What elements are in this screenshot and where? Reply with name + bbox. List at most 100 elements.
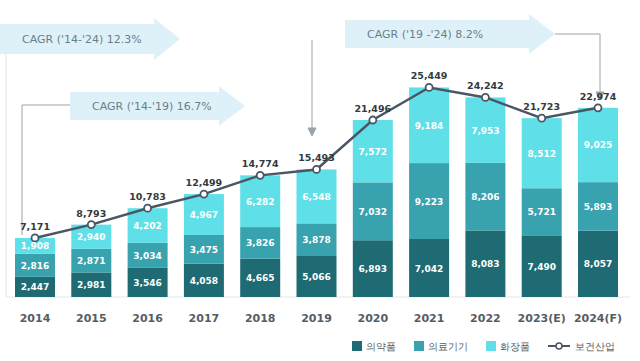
annotation-text: CAGR ('19 -'24) 8.2% — [367, 28, 483, 41]
line-label: 7,171 — [20, 221, 50, 232]
bar-segment — [409, 87, 449, 163]
bar-segment — [15, 277, 55, 297]
x-tick-label: 2018 — [245, 312, 276, 325]
x-tick-label: 2023(E) — [518, 312, 566, 325]
bar-segment — [240, 227, 280, 259]
bar-label: 3,878 — [302, 235, 330, 245]
annotation-text: CAGR ('14-'24) 12.3% — [22, 33, 142, 46]
legend-swatch — [486, 341, 496, 351]
bar-segment — [240, 259, 280, 297]
line-marker — [88, 221, 95, 228]
bar-label: 5,066 — [302, 272, 330, 282]
legend: 의약품 의료기기 화장품 보건산업 — [352, 341, 615, 352]
line-marker — [595, 104, 602, 111]
cagr-arrow — [0, 18, 180, 60]
bar-label: 2,940 — [77, 232, 105, 242]
bar-segment — [128, 243, 168, 268]
legend-marker — [556, 343, 562, 349]
legend-label: 화장품 — [500, 341, 530, 352]
x-tick-label: 2020 — [357, 312, 388, 325]
bar-label: 5,893 — [584, 202, 612, 212]
bar-label: 8,512 — [527, 149, 555, 159]
chart: CAGR ('14-'24) 12.3% CAGR ('14-'19) 16.7%… — [0, 0, 640, 361]
bar-segment — [71, 249, 111, 273]
bar-segment — [522, 118, 562, 188]
legend-swatch — [352, 341, 362, 351]
bar-segment — [297, 255, 337, 297]
legend-label: 의료기기 — [428, 341, 468, 352]
annotation-text: CAGR ('14-'19) 16.7% — [92, 100, 212, 113]
legend-label: 의약품 — [366, 341, 396, 352]
bar-label: 9,184 — [415, 121, 443, 131]
bar-segment — [184, 194, 224, 235]
line-label: 12,499 — [186, 177, 223, 188]
bar-segment — [522, 188, 562, 235]
x-tick-label: 2014 — [20, 312, 51, 325]
bar-label: 7,572 — [359, 147, 387, 157]
plot-area — [15, 84, 618, 297]
connector — [555, 34, 600, 96]
bar-segment — [522, 235, 562, 297]
bar-label: 8,057 — [584, 259, 612, 269]
bar-label: 4,967 — [190, 210, 218, 220]
bar-label: 6,282 — [246, 197, 274, 207]
legend-swatch — [414, 341, 424, 351]
bar-segment — [240, 175, 280, 227]
line-label: 21,723 — [523, 101, 560, 112]
bar-segment — [409, 163, 449, 239]
bar-label: 9,025 — [584, 140, 612, 150]
bar-label: 4,058 — [190, 276, 218, 286]
bar-segment — [297, 223, 337, 255]
line-label: 14,774 — [242, 158, 279, 169]
x-tick-label: 2021 — [414, 312, 445, 325]
bar-label: 2,447 — [21, 282, 49, 292]
bar-label: 2,981 — [77, 280, 105, 290]
bar-segment — [578, 182, 618, 231]
bar-segment — [578, 231, 618, 297]
bar-label: 4,202 — [133, 221, 161, 231]
bar-segment — [465, 163, 505, 231]
x-tick-label: 2024(F) — [574, 312, 622, 325]
bar-label: 6,893 — [359, 264, 387, 274]
bar-segment — [465, 230, 505, 297]
line-label: 21,496 — [354, 103, 391, 114]
connector — [312, 40, 313, 132]
line-marker — [426, 84, 433, 91]
x-tick-label: 2019 — [301, 312, 332, 325]
line-marker — [257, 172, 264, 179]
line-label: 10,783 — [129, 191, 166, 202]
bar-segment — [353, 240, 393, 297]
line — [35, 87, 598, 237]
bar-label: 2,871 — [77, 256, 105, 266]
bar-label: 6,548 — [302, 192, 330, 202]
bar-segment — [353, 120, 393, 182]
line-label: 8,793 — [76, 208, 106, 219]
line-marker — [200, 191, 207, 198]
x-tick-label: 2017 — [189, 312, 220, 325]
line-marker — [369, 117, 376, 124]
bar-segment — [71, 272, 111, 297]
line-marker — [538, 115, 545, 122]
bar-label: 5,721 — [527, 207, 555, 217]
bar-segment — [353, 182, 393, 240]
bar-label: 3,546 — [133, 278, 161, 288]
bar-label: 2,816 — [21, 261, 49, 271]
line-label: 22,974 — [580, 91, 617, 102]
connectors — [22, 34, 604, 235]
legend-label: 보건산업 — [575, 341, 615, 352]
line-marker — [482, 94, 489, 101]
bar-segment — [578, 108, 618, 182]
bar-label: 7,042 — [415, 264, 443, 274]
y-axis-line — [6, 50, 7, 297]
connector — [22, 105, 70, 235]
bar-label: 3,034 — [133, 251, 161, 261]
bar-segment — [409, 239, 449, 297]
cagr-arrow — [70, 86, 245, 126]
line-marker — [144, 205, 151, 212]
bar-label: 8,083 — [471, 259, 499, 269]
data-labels: 2,447 2,816 1,908 2,981 2,871 2,940 3,546 3,034… — [20, 70, 617, 292]
bar-segment — [184, 235, 224, 264]
bar-label: 1,908 — [21, 241, 49, 251]
bar-label: 9,223 — [415, 197, 443, 207]
cagr-arrow — [345, 14, 555, 54]
